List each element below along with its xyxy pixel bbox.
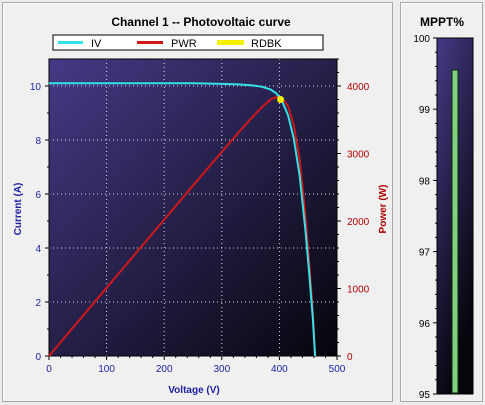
rdbk-point [277, 96, 285, 103]
iv-series-line [49, 82, 317, 357]
y2-tick-label: 4000 [347, 82, 370, 93]
mppt-tick-label: 99 [419, 105, 431, 116]
y2-tick-label: 2000 [347, 217, 370, 228]
legend-rdbk-label: RDBK [251, 38, 282, 50]
pv-curve-panel: Channel 1 -- Photovoltaic curve IV PWR R… [2, 2, 393, 402]
pwr-series-line [48, 95, 317, 357]
x-tick-label: 500 [329, 364, 346, 375]
y2-tick-label: 0 [347, 352, 353, 363]
mppt-tick-label: 97 [419, 248, 431, 259]
pv-curve-chart: Channel 1 -- Photovoltaic curve IV PWR R… [13, 15, 389, 396]
mppt-tick-label: 96 [419, 319, 431, 330]
x-axis-label: Voltage (V) [168, 385, 219, 396]
y-tick-label: 0 [35, 352, 41, 363]
rdbk-points [277, 96, 285, 103]
y-tick-label: 8 [35, 136, 41, 147]
mppt-tick-label: 100 [413, 34, 430, 45]
y2-tick-label: 3000 [347, 150, 370, 161]
y-tick-label: 4 [35, 244, 41, 255]
y-tick-label: 6 [35, 190, 41, 201]
y-tick-label: 2 [35, 298, 41, 309]
grid-lines [49, 59, 338, 356]
legend-box [52, 34, 324, 51]
mppt-tick-label: 95 [419, 390, 431, 401]
x-tick-label: 100 [98, 364, 115, 375]
x-tick-label: 0 [46, 364, 52, 375]
y-tick-label: 10 [30, 82, 42, 93]
mppt-title: MPPT% [420, 15, 464, 29]
mppt-gauge: MPPT% 95 96 97 98 99 100 [413, 15, 474, 401]
x-tick-label: 400 [271, 364, 288, 375]
mppt-tick-label: 98 [419, 176, 431, 187]
left-axis-label: Current (A) [13, 183, 24, 236]
mppt-ticks: 95 96 97 98 99 100 [413, 34, 437, 401]
y2-tick-label: 1000 [347, 285, 370, 296]
legend-iv-label: IV [91, 38, 102, 50]
mppt-bar [451, 69, 459, 394]
x-tick-label: 200 [156, 364, 173, 375]
right-axis-label: Power (W) [378, 185, 389, 234]
legend: IV PWR RDBK [52, 34, 324, 51]
plot-area [49, 59, 337, 356]
chart-title: Channel 1 -- Photovoltaic curve [111, 15, 291, 29]
legend-pwr-label: PWR [171, 38, 197, 50]
mppt-panel: MPPT% 95 96 97 98 99 100 [400, 2, 483, 402]
x-tick-label: 300 [213, 364, 230, 375]
